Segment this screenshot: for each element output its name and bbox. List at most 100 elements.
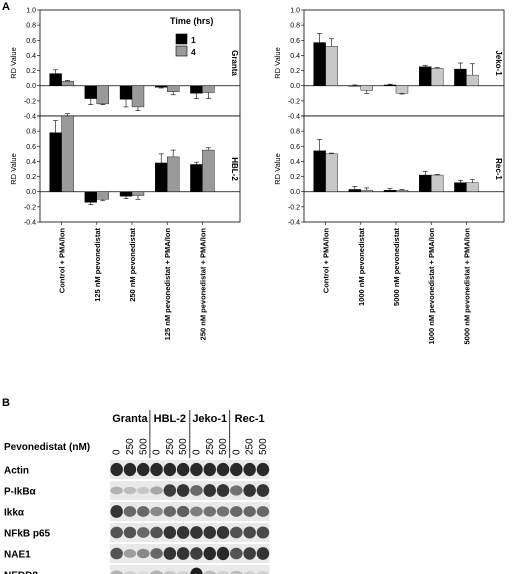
blot-strip <box>110 460 270 479</box>
blot-band <box>110 526 123 539</box>
blot-band <box>137 571 150 574</box>
blot-band <box>150 526 163 539</box>
legend-label-1: 1 <box>191 35 196 45</box>
bar-rec-1-s4-c1 <box>360 189 373 192</box>
bar-hbl-2-s4-c2 <box>131 191 145 196</box>
y-tick-label: -0.4 <box>288 220 300 227</box>
y-tick-label: 0.0 <box>290 83 300 90</box>
bar-rec-1-s1-c0 <box>313 150 326 192</box>
blot-band <box>216 462 230 477</box>
blot-band <box>243 526 256 539</box>
blot-band <box>216 506 230 517</box>
y-tick-label: -0.2 <box>24 98 36 105</box>
bar-granta-s4-c2 <box>131 85 145 108</box>
blot-band <box>203 484 217 497</box>
category-label: 250 nM pevonedistat <box>128 228 137 302</box>
bar-granta-s1-c2 <box>119 85 133 100</box>
y-tick-label: 0.8 <box>26 23 36 30</box>
blot-band <box>136 548 150 559</box>
blot-band <box>110 486 123 495</box>
blot-band <box>216 546 230 561</box>
cell-line-label: Rec-1 <box>494 158 503 180</box>
bar-jeko-1-s1-c3 <box>419 66 432 86</box>
blot-strip <box>110 565 270 574</box>
blot-band <box>216 571 230 574</box>
bar-jeko-1-s4-c2 <box>395 85 409 94</box>
chart-rec-1: -0.4 -0.2 0.0 0.2 0.4 0.6 0.8 RD Value Rec-1 Cont… <box>273 115 505 344</box>
blot-band <box>150 462 163 477</box>
blot-band <box>176 505 190 518</box>
bar-rec-1-s1-c2 <box>383 189 397 192</box>
category-label: 125 nM pevonedistat + PMA/Ion <box>163 228 172 341</box>
y-axis-label: RD Value <box>9 153 18 185</box>
category-label: Control + PMA/Ion <box>58 228 67 294</box>
blot-band <box>243 506 256 517</box>
blot-band <box>163 484 177 497</box>
category-label: 125 nM pevonedistat <box>93 228 102 302</box>
y-axis-label: RD Value <box>9 47 18 79</box>
blot-band <box>230 526 243 539</box>
bar-hbl-2-s4-c4 <box>202 149 215 192</box>
blot-band <box>243 571 256 574</box>
y-tick-label: -0.4 <box>24 220 36 227</box>
y-tick-label: 0.6 <box>290 38 300 45</box>
legend-swatch-1 <box>175 33 188 45</box>
blot-cell-line-granta: Granta <box>112 413 148 425</box>
bar-hbl-2-s4-c3 <box>166 156 180 192</box>
dose-label: 0 <box>191 449 202 455</box>
bar-jeko-1-s1-c2 <box>383 84 397 86</box>
blot-band <box>216 526 230 539</box>
dose-label: 250 <box>165 438 176 455</box>
blot-band <box>163 547 177 560</box>
dose-label: 250 <box>205 438 216 455</box>
blot-band <box>190 547 203 560</box>
y-tick-label: 0.4 <box>290 159 300 166</box>
bar-jeko-1-s4-c3 <box>431 68 444 86</box>
y-tick-label: 1.0 <box>290 8 300 15</box>
blot-band <box>176 526 190 539</box>
dose-title: Pevonedistat (nM) <box>4 442 90 453</box>
dose-label: 0 <box>112 449 123 455</box>
blot-band <box>203 462 217 477</box>
blot-band <box>150 548 163 559</box>
blot-band <box>123 526 137 539</box>
blot-band <box>123 506 137 517</box>
blot-band <box>203 506 217 517</box>
blot-band <box>150 570 163 574</box>
bar-hbl-2-s1-c4 <box>190 164 203 192</box>
bar-rec-1-s1-c4 <box>454 182 467 192</box>
dose-label: 500 <box>138 438 149 455</box>
cell-line-label: Granta <box>230 50 239 76</box>
cell-line-label: HBL-2 <box>230 157 239 181</box>
blot-band <box>123 549 137 558</box>
bar-granta-s1-c1 <box>84 85 98 99</box>
bar-rec-1-s1-c3 <box>419 174 432 192</box>
bar-hbl-2-s1-c0 <box>49 132 62 192</box>
blot-band <box>190 526 203 539</box>
blot-band <box>243 462 256 477</box>
blot-band <box>230 570 243 574</box>
bar-rec-1-s1-c1 <box>348 189 362 192</box>
blot-band <box>163 571 177 574</box>
blot-band <box>230 462 243 477</box>
bar-hbl-2-s1-c1 <box>84 191 98 203</box>
bar-jeko-1-s4-c0 <box>325 46 338 86</box>
category-label: 250 nM pevonedistat + PMA/Ion <box>198 228 207 341</box>
chart-granta: -0.4 -0.2 0.0 0.2 0.4 0.6 0.8 1.0 RD Value Granta <box>9 8 241 121</box>
y-tick-label: -0.2 <box>288 98 300 105</box>
legend-title: Time (hrs) <box>170 16 213 26</box>
legend-swatch-4 <box>175 45 188 57</box>
bar-hbl-2-s1-c2 <box>119 191 133 197</box>
blot-band <box>110 505 123 518</box>
bar-granta-s1-c4 <box>190 85 203 94</box>
y-tick-label: 0.2 <box>26 174 36 181</box>
category-label: 1000 nM pevonedistat <box>357 228 366 306</box>
y-tick-label: 0.2 <box>26 68 36 75</box>
y-tick-label: 0.8 <box>290 23 300 30</box>
bar-jeko-1-s4-c4 <box>466 74 479 86</box>
blot-row-label: NEDD8 <box>4 571 38 574</box>
y-tick-label: 0.0 <box>26 189 36 196</box>
blot-band <box>230 547 243 560</box>
